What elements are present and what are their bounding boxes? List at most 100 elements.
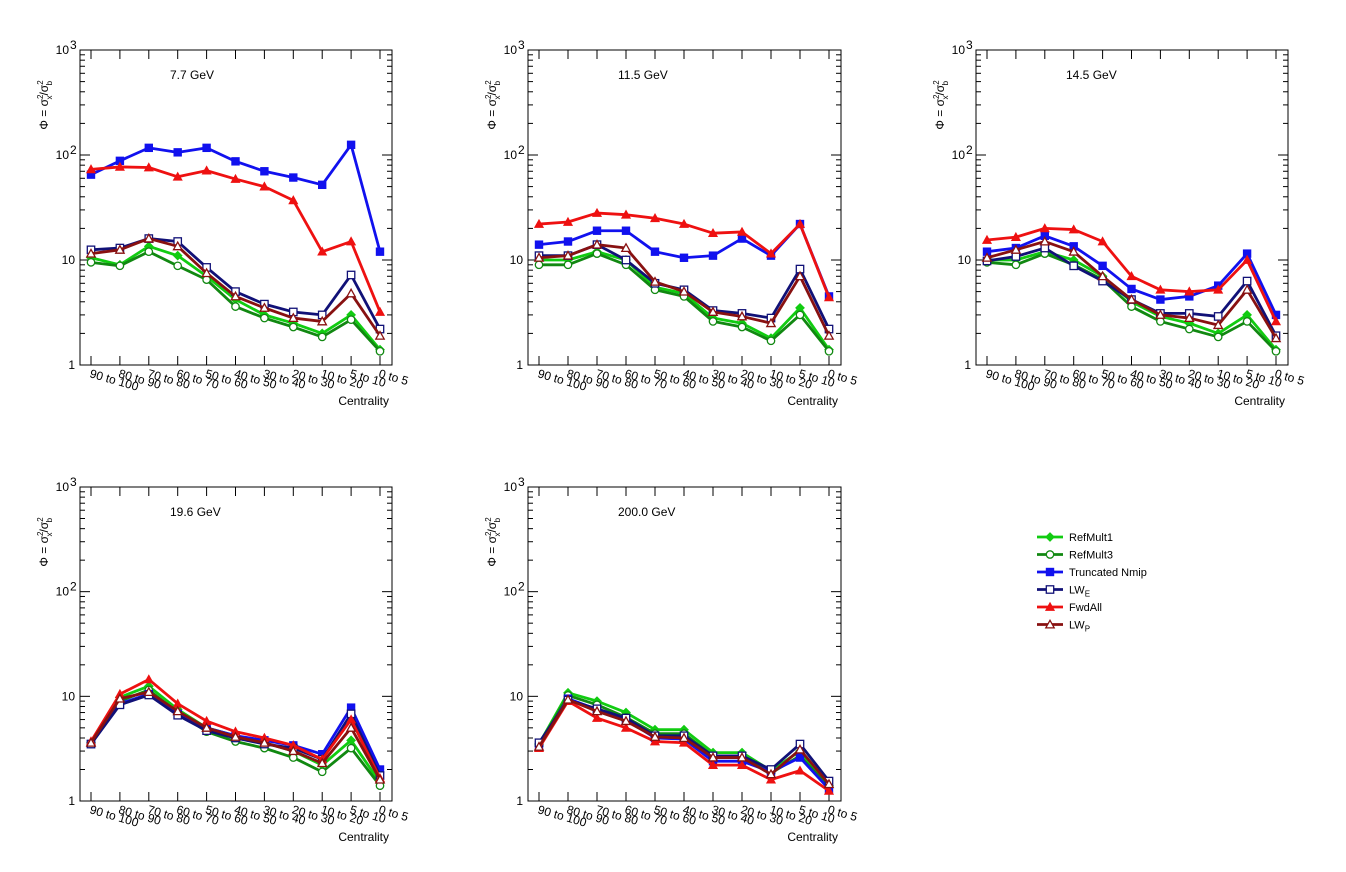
y-tick-label: 1 — [68, 358, 75, 372]
legend-marker — [1045, 532, 1055, 542]
data-point — [736, 226, 748, 236]
data-point — [259, 302, 270, 312]
data-point — [621, 255, 631, 265]
data-point — [85, 248, 97, 258]
data-point — [346, 743, 356, 753]
data-point — [707, 752, 719, 762]
data-point — [737, 234, 747, 243]
y-tick-label: 10 — [504, 148, 518, 162]
data-point — [1213, 284, 1224, 294]
data-point — [114, 161, 125, 171]
series-lw-p — [85, 686, 386, 784]
y-tick-label: 1 — [68, 794, 75, 808]
data-point — [345, 722, 357, 732]
data-point — [533, 252, 545, 262]
data-point — [736, 310, 748, 321]
data-point — [288, 195, 299, 205]
data-point — [678, 218, 690, 228]
data-point — [259, 737, 270, 747]
data-point — [794, 765, 806, 775]
series-lw-e — [86, 234, 385, 334]
y-tick-label: 1 — [516, 794, 523, 808]
data-point — [1068, 246, 1080, 256]
data-point — [1127, 284, 1136, 294]
y-tick-label: 10 — [504, 43, 518, 57]
data-point — [1039, 235, 1051, 246]
data-point — [1097, 270, 1108, 281]
data-point — [1155, 309, 1166, 319]
data-point — [230, 173, 241, 183]
data-point — [620, 209, 632, 219]
data-point — [317, 246, 328, 256]
data-point — [679, 253, 689, 262]
data-point — [230, 731, 241, 741]
y-tick-label: 10 — [510, 253, 524, 267]
data-point — [1068, 224, 1079, 234]
data-point — [230, 290, 241, 301]
panel-title: 7.7 GeV — [170, 68, 214, 82]
data-point — [649, 736, 661, 746]
data-point — [287, 745, 299, 756]
data-point — [765, 248, 777, 258]
plot-frame — [527, 49, 842, 366]
data-point — [562, 694, 574, 704]
data-point — [1155, 284, 1166, 294]
data-point — [592, 226, 602, 235]
y-tick-exponent: 2 — [518, 580, 525, 594]
data-point — [823, 778, 835, 789]
data-point — [823, 785, 835, 795]
data-point — [374, 774, 386, 784]
series-refmult3 — [534, 249, 834, 356]
y-tick-exponent: 2 — [70, 143, 77, 157]
legend-label: LWE — [1069, 585, 1090, 599]
data-point — [143, 674, 154, 684]
legend-label: Truncated Nmip — [1069, 567, 1147, 579]
data-point — [1010, 244, 1022, 254]
legend-marker — [1045, 585, 1055, 594]
data-point — [823, 330, 835, 340]
data-point — [794, 218, 806, 228]
legend-marker — [1045, 567, 1055, 577]
data-point — [86, 257, 96, 267]
data-point — [143, 233, 155, 243]
y-tick-exponent: 2 — [70, 580, 77, 594]
data-point — [1127, 302, 1136, 311]
x-axis-title: Centrality — [787, 830, 838, 844]
data-point — [534, 260, 544, 270]
data-point — [1039, 223, 1050, 233]
data-point — [707, 306, 719, 316]
data-point — [620, 722, 632, 732]
x-axis-title: Centrality — [338, 830, 389, 844]
data-point — [824, 346, 834, 356]
data-point — [1213, 312, 1223, 321]
panel-title: 19.6 GeV — [170, 505, 221, 519]
y-tick-exponent: 3 — [518, 475, 525, 489]
x-axis-title: Centrality — [787, 394, 838, 408]
data-point — [202, 143, 211, 153]
data-point — [1242, 254, 1253, 264]
data-point — [316, 757, 328, 768]
data-point — [795, 310, 805, 320]
data-point — [1270, 332, 1282, 343]
y-tick-exponent: 3 — [70, 38, 77, 52]
series-lw-p — [85, 233, 386, 340]
series-fwdall — [981, 223, 1282, 326]
data-point — [737, 322, 747, 332]
legend-label: LWP — [1069, 620, 1090, 634]
y-tick-exponent: 3 — [70, 475, 77, 489]
data-point — [201, 267, 212, 278]
data-point — [981, 234, 993, 244]
data-point — [317, 332, 327, 342]
data-point — [591, 207, 603, 217]
y-tick-label: 10 — [56, 43, 70, 57]
data-point — [1126, 294, 1137, 304]
data-point — [794, 270, 806, 281]
y-tick-exponent: 3 — [518, 38, 525, 52]
data-point — [678, 737, 690, 747]
data-point — [707, 759, 719, 770]
data-point — [317, 767, 327, 777]
data-point — [650, 247, 660, 256]
data-point — [562, 250, 574, 260]
